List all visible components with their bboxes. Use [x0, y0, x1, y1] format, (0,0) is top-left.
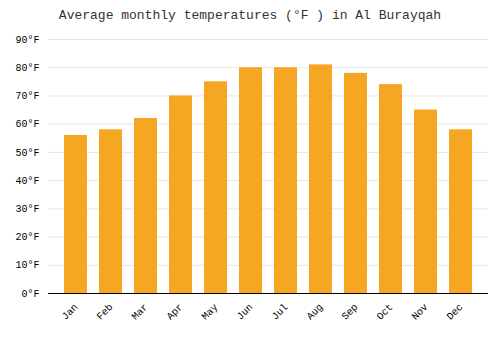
svg-text:80°F: 80°F [15, 63, 39, 74]
svg-text:40°F: 40°F [15, 176, 39, 187]
svg-text:May: May [200, 302, 221, 323]
svg-text:Apr: Apr [165, 302, 186, 323]
svg-text:Jan: Jan [60, 302, 81, 323]
svg-text:70°F: 70°F [15, 91, 39, 102]
svg-text:Dec: Dec [445, 302, 466, 323]
svg-text:Aug: Aug [305, 302, 326, 323]
svg-text:Nov: Nov [410, 302, 431, 323]
html-text:Average monthly temperatures (: Average monthly temperatures (°F ) in Al… [58, 8, 442, 23]
svg-text:10°F: 10°F [15, 260, 39, 271]
svg-text:Jul: Jul [270, 302, 291, 323]
svg-text:Oct: Oct [375, 302, 396, 323]
svg-text:30°F: 30°F [15, 204, 39, 215]
svg-text:Sep: Sep [340, 302, 361, 323]
svg-text:Jun: Jun [235, 302, 256, 323]
svg-text:Feb: Feb [95, 302, 116, 323]
svg-text:60°F: 60°F [15, 119, 39, 130]
svg-text:90°F: 90°F [15, 35, 39, 46]
svg-text:20°F: 20°F [15, 232, 39, 243]
svg-text:50°F: 50°F [15, 148, 39, 159]
svg-text:0°F: 0°F [21, 289, 39, 300]
svg-text:Mar: Mar [130, 302, 151, 323]
